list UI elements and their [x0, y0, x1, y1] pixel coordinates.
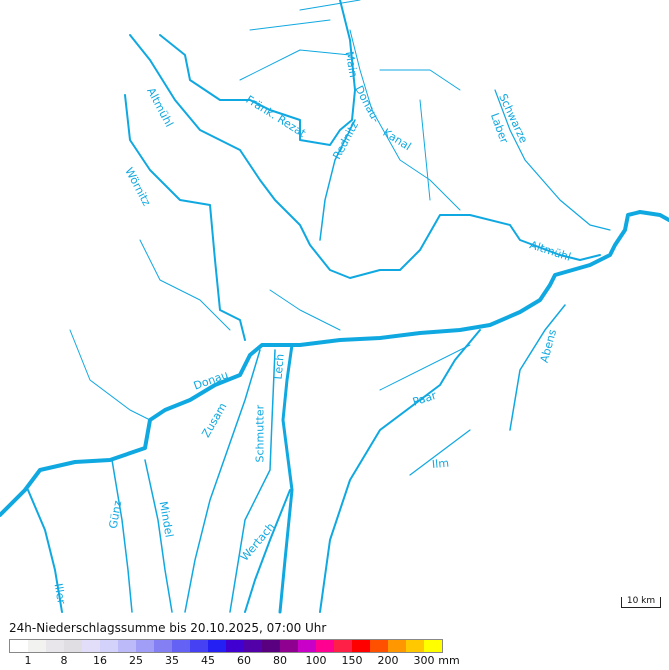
river-trib — [69, 329, 151, 421]
legend-tick-label: 35 — [165, 654, 179, 667]
river-trib — [379, 344, 471, 391]
legend-color-bar — [9, 639, 443, 653]
label-schmutter: Schmutter — [253, 404, 267, 463]
river-trib — [249, 19, 331, 31]
river-trib — [239, 49, 351, 81]
river-trib — [139, 239, 231, 331]
legend-tick-label: 25 — [129, 654, 143, 667]
legend-swatch — [298, 640, 316, 652]
river-donau — [0, 210, 669, 517]
river-lech — [278, 343, 294, 614]
legend-swatch — [388, 640, 406, 652]
legend-swatch — [172, 640, 190, 652]
legend-swatch — [208, 640, 226, 652]
legend-swatch — [352, 640, 370, 652]
legend-tick-label: 80 — [273, 654, 287, 667]
river-trib — [379, 69, 461, 91]
label-lech: Lech — [271, 353, 287, 381]
legend-tick-label: 1 — [24, 654, 32, 667]
legend-swatch — [46, 640, 64, 652]
legend-swatch — [82, 640, 100, 652]
legend-tick-label: 45 — [201, 654, 215, 667]
river-paar — [319, 329, 481, 613]
legend-swatch — [28, 640, 46, 652]
legend-swatch — [316, 640, 334, 652]
river-schwarze-laber — [494, 89, 611, 231]
river-wertach — [244, 489, 291, 613]
legend-swatch — [424, 640, 442, 652]
legend-swatch — [100, 640, 118, 652]
legend-swatch — [406, 640, 424, 652]
river-günz — [111, 459, 133, 613]
legend-swatch — [190, 640, 208, 652]
legend-swatch — [154, 640, 172, 652]
legend-swatch — [244, 640, 262, 652]
river-trib — [419, 99, 431, 201]
scale-bar-label: 10 km — [626, 596, 656, 606]
legend-swatch — [334, 640, 352, 652]
river-trib — [269, 289, 341, 331]
river-abens — [509, 304, 566, 431]
legend-swatch — [136, 640, 154, 652]
river-rednitz — [319, 119, 356, 241]
scale-bar: 10 km — [621, 597, 661, 608]
label-ilm: Ilm — [431, 456, 450, 471]
legend-tick-label: 16 — [93, 654, 107, 667]
river-wörnitz — [124, 94, 246, 341]
river-ilm — [409, 429, 471, 476]
legend-tick-label: 100 — [305, 654, 327, 667]
legend-swatch — [64, 640, 82, 652]
legend-swatch — [226, 640, 244, 652]
river-zusam — [184, 349, 261, 613]
river-iller — [27, 489, 63, 613]
legend-swatch — [10, 640, 28, 652]
legend-title: 24h-Niederschlagssumme bis 20.10.2025, 0… — [9, 621, 327, 635]
river-main-donau-kanal — [349, 29, 461, 211]
river-schmutter — [229, 349, 276, 613]
legend-swatch — [280, 640, 298, 652]
legend-unit: mm — [438, 654, 460, 667]
legend-tick-label: 300 — [413, 654, 435, 667]
river-fränk-rezat — [159, 0, 356, 146]
legend-swatch — [262, 640, 280, 652]
river-altmühl — [129, 34, 601, 279]
legend-swatch — [370, 640, 388, 652]
legend-tick-label: 200 — [377, 654, 399, 667]
legend-swatch — [118, 640, 136, 652]
legend-tick-label: 8 — [60, 654, 68, 667]
legend-tick-label: 150 — [341, 654, 363, 667]
river-network — [0, 0, 669, 614]
legend-tick-label: 60 — [237, 654, 251, 667]
river-mindel — [144, 459, 173, 613]
river-trib — [299, 0, 361, 11]
